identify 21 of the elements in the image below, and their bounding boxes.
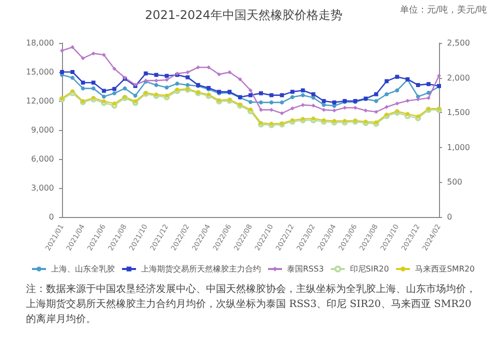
text: 单位：元/吨，美元/吨	[400, 4, 488, 16]
y2-tick-label: 0	[447, 212, 452, 222]
legend-label: 上海期货交易所天然橡胶主力合约	[141, 264, 261, 274]
y-tick-label: 12,000	[26, 96, 54, 106]
chart-title: 2021-2024年中国天然橡胶价格走势	[145, 8, 342, 22]
y-tick-label: 18,000	[26, 38, 54, 48]
y2-tick-label: 500	[447, 178, 462, 187]
y2-tick-label: 1,000	[447, 142, 470, 152]
legend-label: 泰国RSS3	[287, 264, 324, 274]
text: 注：数据来源于中国农垦经济发展中心、中国天然橡胶协会，主纵坐标为全乳胶上海、山东市场均价，上海期货交易所天然橡胶主力合约月均价，次纵坐标为泰国 RSS3、印尼 SIR20、马来西亚 SMR20 的离岸月均价。	[26, 283, 476, 325]
legend-label: 印尼SIR20	[350, 264, 389, 274]
y-tick-label: 15,000	[26, 68, 54, 76]
y-tick-label: 3,000	[31, 184, 54, 192]
legend-label: 上海、山东全乳胶	[51, 264, 115, 274]
y-tick-label: 0	[48, 212, 54, 222]
y2-tick-label: 2,000	[447, 73, 470, 82]
y2-tick-label: 1,500	[447, 108, 470, 118]
y-tick-label: 9,000	[31, 126, 54, 134]
y-tick-label: 6,000	[31, 154, 54, 164]
legend-label: 马来西亚SMR20	[414, 264, 475, 274]
y2-tick-label: 2,500	[447, 38, 470, 48]
